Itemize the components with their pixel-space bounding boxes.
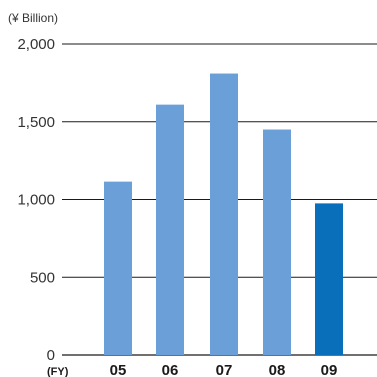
bar-fy09 bbox=[315, 203, 343, 355]
x-tick-label: 09 bbox=[321, 362, 338, 377]
x-tick-label: 07 bbox=[216, 362, 233, 377]
y-tick-label: 500 bbox=[30, 269, 55, 286]
x-axis-ticks: 05 06 07 08 09 bbox=[110, 362, 338, 377]
x-axis-label: (FY) bbox=[47, 366, 69, 377]
y-axis-ticks: 0 500 1,000 1,500 2,000 bbox=[17, 36, 55, 364]
bars bbox=[104, 73, 343, 356]
y-tick-label: 2,000 bbox=[17, 36, 55, 53]
bar-fy07 bbox=[210, 73, 238, 356]
x-tick-label: 08 bbox=[269, 362, 286, 377]
x-tick-label: 06 bbox=[162, 362, 179, 377]
bar-fy08 bbox=[263, 129, 291, 355]
y-tick-label: 1,500 bbox=[17, 114, 55, 131]
unit-label: (¥ Billion) bbox=[8, 11, 58, 25]
y-tick-label: 1,000 bbox=[17, 192, 55, 209]
y-tick-label: 0 bbox=[47, 347, 55, 364]
bar-fy06 bbox=[156, 104, 184, 356]
x-tick-label: 05 bbox=[110, 362, 127, 377]
bar-fy05 bbox=[104, 181, 132, 355]
